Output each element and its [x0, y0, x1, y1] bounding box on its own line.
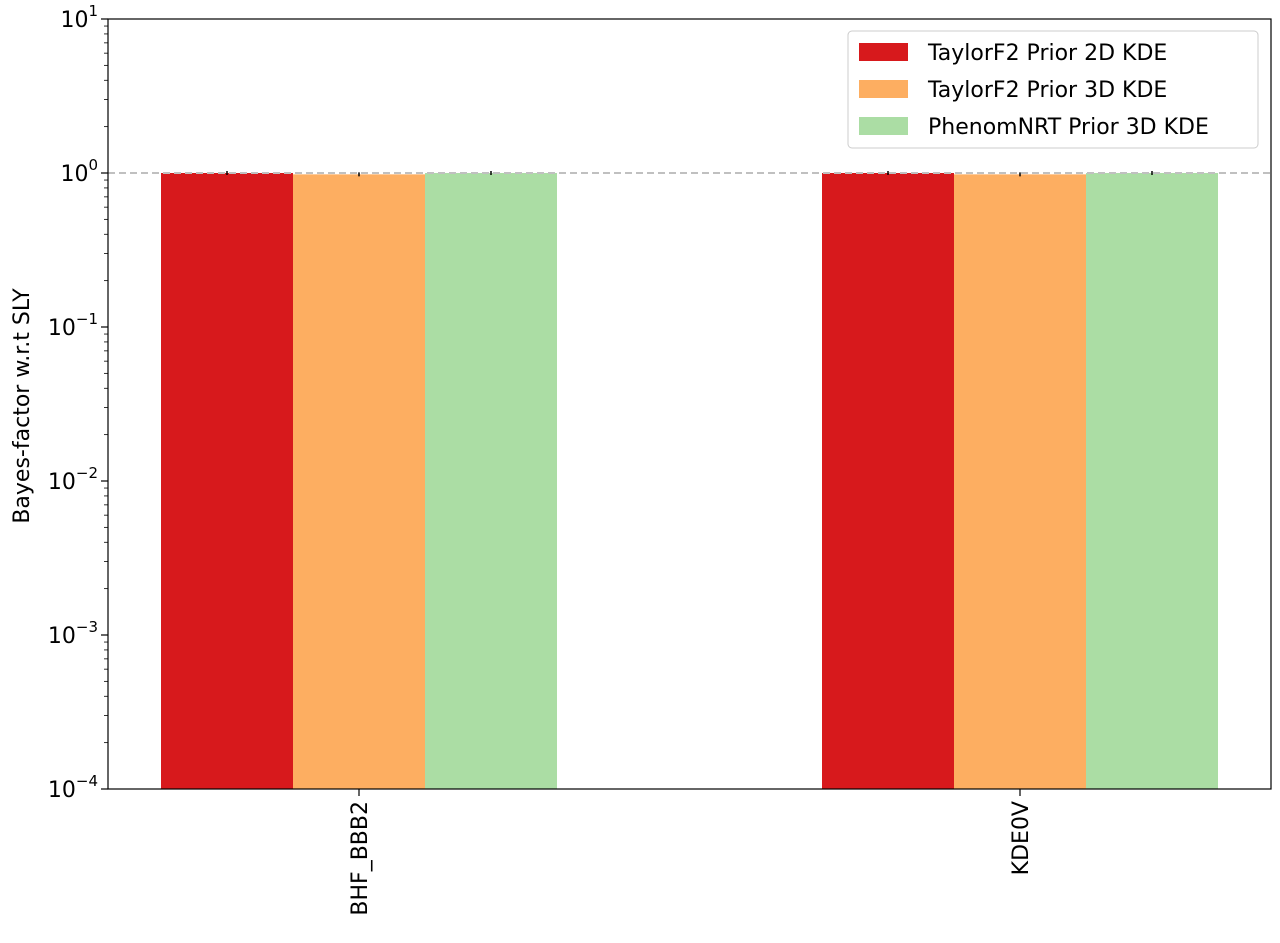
y-tick-label: 100 — [60, 156, 98, 187]
y-axis-label: Bayes-factor w.r.t SLY — [10, 288, 35, 524]
y-tick-label: 10−1 — [48, 310, 98, 341]
plot-frame — [107, 18, 1272, 790]
legend-swatch — [859, 117, 908, 135]
y-tick-label: 10−3 — [48, 618, 98, 649]
y-tick-label: 10−4 — [48, 772, 98, 803]
bar — [1086, 173, 1218, 789]
bars-layer — [161, 171, 1218, 789]
bar — [293, 174, 425, 789]
y-tick-label: 10−2 — [48, 464, 98, 495]
x-tick-label: KDE0V — [1009, 801, 1034, 875]
legend-box — [847, 30, 1259, 149]
bar — [425, 173, 557, 789]
x-tick-label: BHF_BBB2 — [348, 801, 373, 916]
bar — [954, 174, 1086, 789]
legend-label: TaylorF2 Prior 3D KDE — [927, 78, 1167, 103]
legend-swatch — [859, 80, 908, 98]
bar — [161, 173, 293, 789]
y-tick-label: 101 — [60, 2, 98, 33]
bar — [822, 173, 954, 789]
legend-label: PhenomNRT Prior 3D KDE — [928, 115, 1209, 140]
axes-layer: 10−4 10−3 10−2 10−1 100 101 BHF_BBB2 KDE0V Bayes… — [10, 2, 1272, 916]
legend-label: TaylorF2 Prior 2D KDE — [927, 41, 1167, 66]
legend-swatch — [859, 43, 908, 61]
legend: TaylorF2 Prior 2D KDE TaylorF2 Prior 3D K… — [847, 30, 1259, 149]
